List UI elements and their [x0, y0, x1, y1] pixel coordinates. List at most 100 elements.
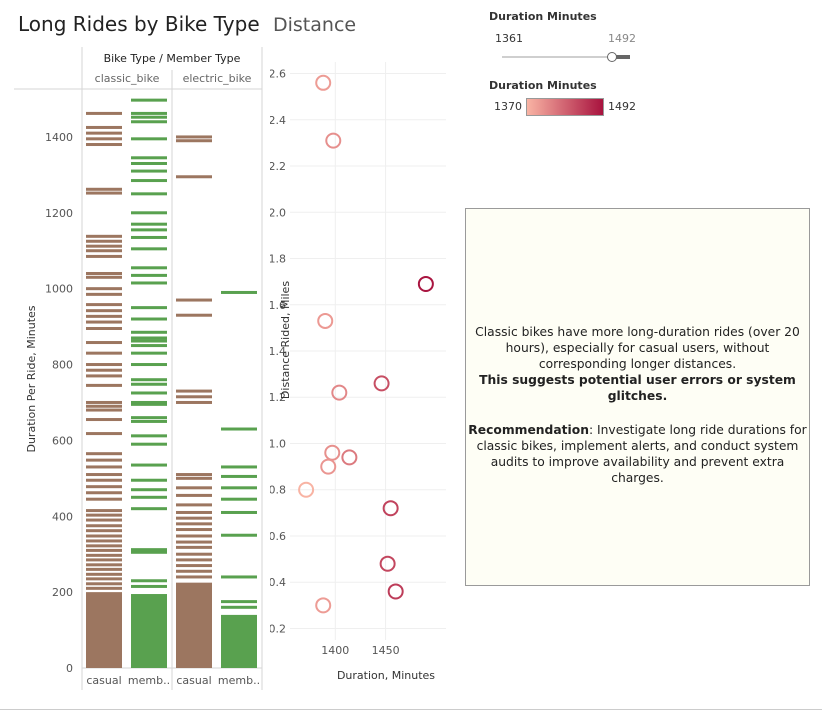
ride-mark-classic-bike-casual[interactable]: [86, 478, 122, 482]
ride-mark-classic-bike-casual[interactable]: [86, 234, 122, 238]
ride-mark-electric-bike-casual[interactable]: [176, 545, 212, 549]
ride-mark-classic-bike-member[interactable]: [131, 495, 167, 499]
ride-mark-classic-bike-member[interactable]: [131, 235, 167, 239]
ride-mark-electric-bike-member[interactable]: [221, 510, 257, 514]
ride-mark-classic-bike-member[interactable]: [131, 382, 167, 386]
ride-mark-classic-bike-casual[interactable]: [86, 491, 122, 495]
scatter-point[interactable]: [387, 583, 404, 600]
ride-mark-classic-bike-member[interactable]: [131, 281, 167, 285]
bar-classic-bike-member[interactable]: [131, 594, 167, 668]
ride-mark-classic-bike-member[interactable]: [131, 442, 167, 446]
ride-mark-classic-bike-member[interactable]: [131, 548, 167, 552]
ride-mark-electric-bike-member[interactable]: [221, 600, 257, 604]
scatter-point[interactable]: [379, 555, 396, 572]
ride-mark-classic-bike-casual[interactable]: [86, 400, 122, 404]
ride-mark-classic-bike-casual[interactable]: [86, 572, 122, 576]
ride-mark-electric-bike-casual[interactable]: [176, 528, 212, 532]
ride-mark-classic-bike-casual[interactable]: [86, 529, 122, 533]
ride-mark-electric-bike-casual[interactable]: [176, 516, 212, 520]
ride-mark-classic-bike-member[interactable]: [131, 98, 167, 102]
ride-mark-classic-bike-casual[interactable]: [86, 418, 122, 422]
ride-mark-classic-bike-casual[interactable]: [86, 254, 122, 258]
ride-mark-classic-bike-casual[interactable]: [86, 586, 122, 590]
ride-mark-classic-bike-casual[interactable]: [86, 534, 122, 538]
ride-mark-classic-bike-member[interactable]: [131, 416, 167, 420]
ride-mark-classic-bike-member[interactable]: [131, 115, 167, 119]
ride-mark-classic-bike-casual[interactable]: [86, 137, 122, 141]
ride-mark-classic-bike-casual[interactable]: [86, 326, 122, 330]
ride-mark-classic-bike-casual[interactable]: [86, 341, 122, 345]
ride-mark-classic-bike-member[interactable]: [131, 363, 167, 367]
duration-slider-handle[interactable]: [607, 52, 617, 62]
ride-mark-classic-bike-casual[interactable]: [86, 125, 122, 129]
ride-mark-electric-bike-casual[interactable]: [176, 389, 212, 393]
ride-mark-electric-bike-casual[interactable]: [176, 522, 212, 526]
ride-mark-classic-bike-member[interactable]: [131, 306, 167, 310]
ride-mark-electric-bike-member[interactable]: [221, 465, 257, 469]
scatter-point[interactable]: [315, 74, 332, 91]
ride-mark-classic-bike-casual[interactable]: [86, 314, 122, 318]
ride-mark-classic-bike-casual[interactable]: [86, 191, 122, 195]
ride-mark-classic-bike-member[interactable]: [131, 111, 167, 115]
scatter-point[interactable]: [417, 275, 434, 292]
ride-mark-electric-bike-casual[interactable]: [176, 552, 212, 556]
duration-slider-track[interactable]: [502, 56, 630, 58]
scatter-point[interactable]: [315, 597, 332, 614]
scatter-point[interactable]: [320, 458, 337, 475]
ride-mark-classic-bike-casual[interactable]: [86, 485, 122, 489]
ride-mark-electric-bike-casual[interactable]: [176, 400, 212, 404]
ride-mark-classic-bike-member[interactable]: [131, 192, 167, 196]
ride-mark-classic-bike-casual[interactable]: [86, 244, 122, 248]
ride-mark-classic-bike-member[interactable]: [131, 378, 167, 382]
ride-mark-electric-bike-member[interactable]: [221, 605, 257, 609]
ride-mark-classic-bike-casual[interactable]: [86, 408, 122, 412]
ride-mark-classic-bike-member[interactable]: [131, 211, 167, 215]
ride-mark-classic-bike-casual[interactable]: [86, 143, 122, 147]
ride-mark-classic-bike-member[interactable]: [131, 584, 167, 588]
ride-mark-classic-bike-casual[interactable]: [86, 249, 122, 253]
ride-mark-classic-bike-member[interactable]: [131, 228, 167, 232]
ride-mark-electric-bike-casual[interactable]: [176, 540, 212, 544]
ride-mark-classic-bike-member[interactable]: [131, 419, 167, 423]
scatter-point[interactable]: [341, 449, 358, 466]
ride-mark-classic-bike-member[interactable]: [131, 156, 167, 160]
ride-mark-classic-bike-casual[interactable]: [86, 518, 122, 522]
ride-mark-classic-bike-casual[interactable]: [86, 368, 122, 372]
ride-mark-classic-bike-casual[interactable]: [86, 582, 122, 586]
ride-mark-classic-bike-casual[interactable]: [86, 239, 122, 243]
ride-mark-classic-bike-casual[interactable]: [86, 567, 122, 571]
ride-mark-electric-bike-member[interactable]: [221, 486, 257, 490]
ride-mark-classic-bike-casual[interactable]: [86, 111, 122, 115]
ride-mark-classic-bike-casual[interactable]: [86, 383, 122, 387]
scatter-point[interactable]: [325, 132, 342, 149]
ride-mark-classic-bike-casual[interactable]: [86, 404, 122, 408]
ride-mark-electric-bike-casual[interactable]: [176, 313, 212, 317]
ride-mark-classic-bike-member[interactable]: [131, 266, 167, 270]
ride-mark-electric-bike-casual[interactable]: [176, 575, 212, 579]
ride-mark-classic-bike-casual[interactable]: [86, 292, 122, 296]
ride-mark-classic-bike-casual[interactable]: [86, 563, 122, 567]
ride-mark-classic-bike-casual[interactable]: [86, 275, 122, 279]
ride-mark-classic-bike-member[interactable]: [131, 344, 167, 348]
ride-mark-electric-bike-casual[interactable]: [176, 476, 212, 480]
ride-mark-classic-bike-casual[interactable]: [86, 509, 122, 513]
ride-mark-electric-bike-casual[interactable]: [176, 534, 212, 538]
ride-mark-electric-bike-member[interactable]: [221, 533, 257, 537]
ride-mark-classic-bike-casual[interactable]: [86, 473, 122, 477]
bar-electric-bike-member[interactable]: [221, 614, 257, 668]
scatter-point[interactable]: [324, 444, 341, 461]
ride-mark-classic-bike-casual[interactable]: [86, 553, 122, 557]
ride-mark-classic-bike-casual[interactable]: [86, 458, 122, 462]
ride-mark-classic-bike-casual[interactable]: [86, 131, 122, 135]
ride-mark-classic-bike-member[interactable]: [131, 247, 167, 251]
ride-mark-classic-bike-member[interactable]: [131, 317, 167, 321]
ride-mark-classic-bike-member[interactable]: [131, 488, 167, 492]
ride-mark-classic-bike-member[interactable]: [131, 273, 167, 277]
ride-mark-classic-bike-casual[interactable]: [86, 548, 122, 552]
ride-mark-classic-bike-casual[interactable]: [86, 363, 122, 367]
scatter-point[interactable]: [317, 312, 334, 329]
ride-mark-electric-bike-casual[interactable]: [176, 486, 212, 490]
ride-mark-electric-bike-member[interactable]: [221, 575, 257, 579]
ride-mark-classic-bike-casual[interactable]: [86, 271, 122, 275]
scatter-point[interactable]: [382, 500, 399, 517]
